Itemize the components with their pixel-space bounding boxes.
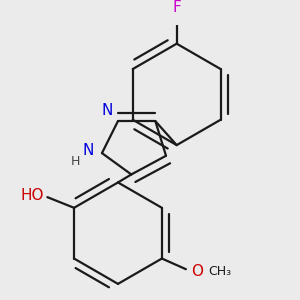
Text: HO: HO <box>21 188 44 202</box>
Text: H: H <box>70 154 80 168</box>
Text: F: F <box>172 0 181 15</box>
Text: N: N <box>102 103 113 118</box>
Text: CH₃: CH₃ <box>208 266 232 278</box>
Text: O: O <box>191 264 203 279</box>
Text: N: N <box>83 143 94 158</box>
